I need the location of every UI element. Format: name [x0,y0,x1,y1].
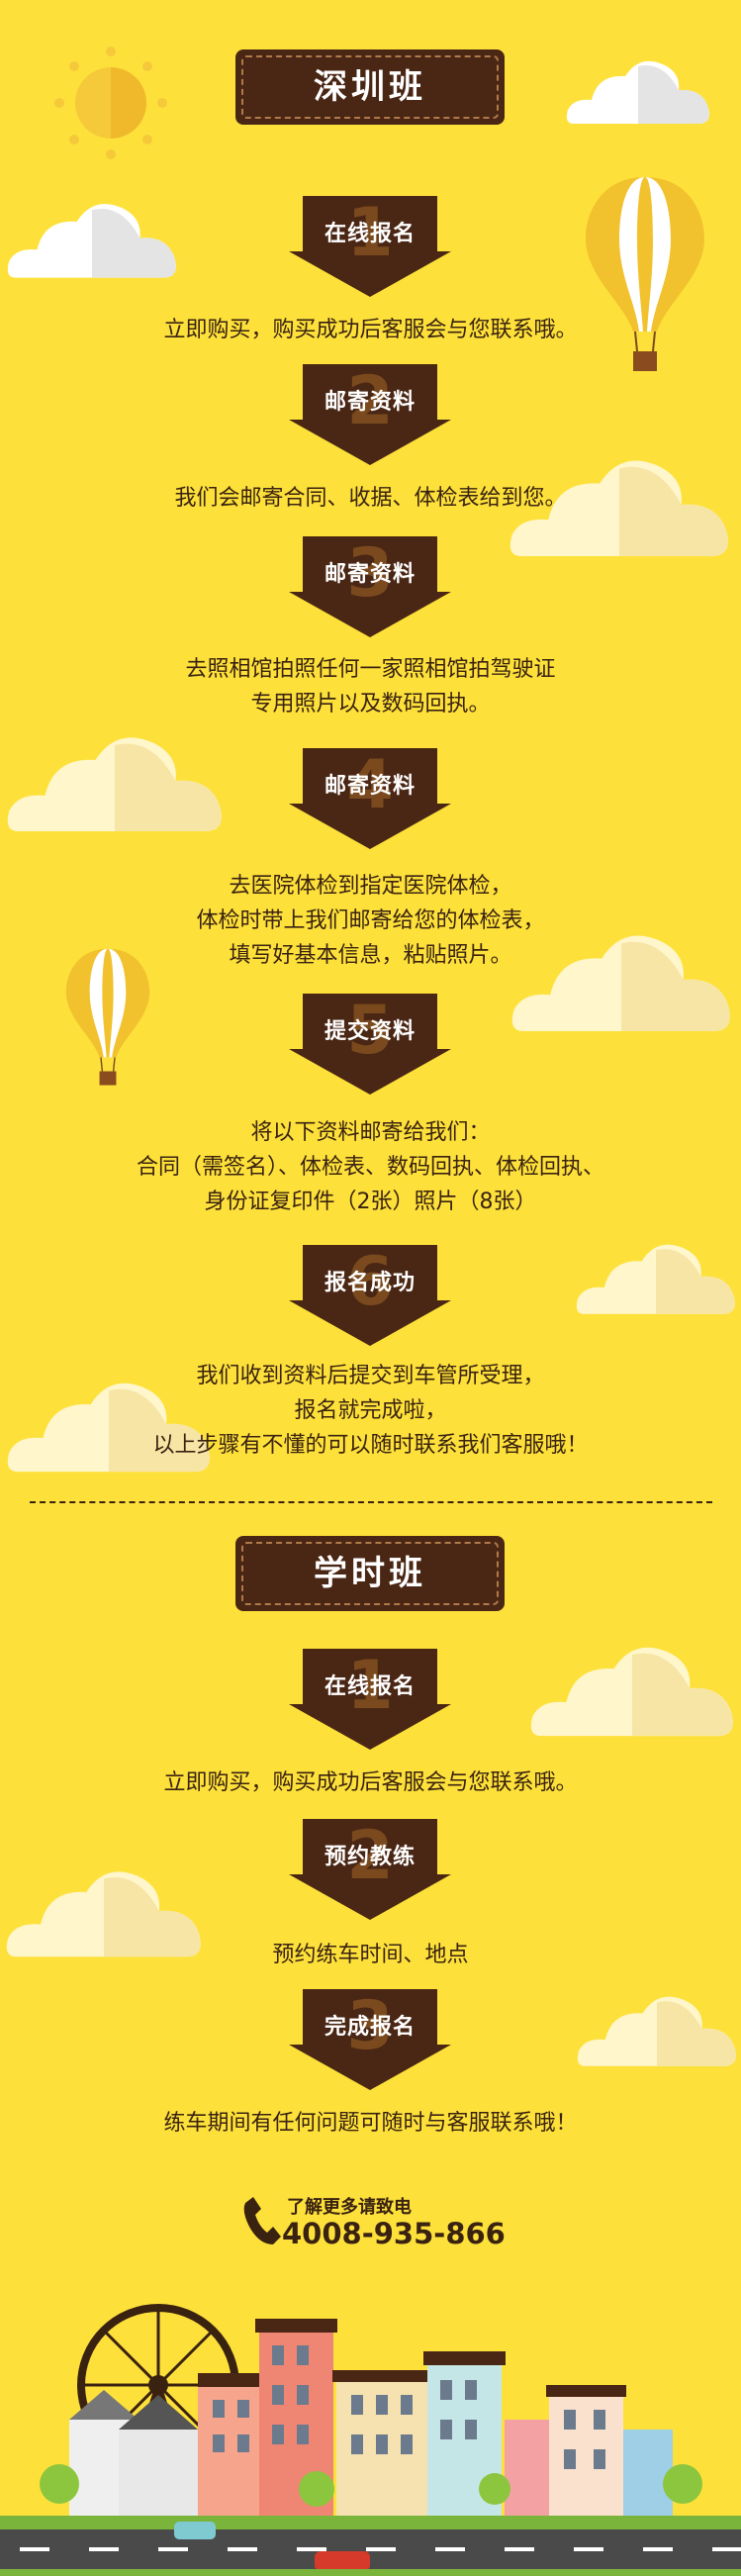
arrow-banner-icon [289,748,451,849]
step-label: 邮寄资料 [324,562,416,587]
step-number: 2 [346,362,394,440]
cloud-icon [7,204,176,278]
step-description: 我们收到资料后提交到车管所受理， 报名就完成啦， 以上步骤有不懂的可以随时联系我… [152,1364,589,1458]
cloud-icon [511,935,730,1031]
step-label: 提交资料 [324,1019,416,1044]
step-label: 在线报名 [324,1674,416,1699]
step-badge: 5 提交资料 [289,992,451,1095]
sun-icon [54,47,167,159]
step-number: 3 [346,534,394,613]
step-badge: 2 预约教练 [289,1817,451,1920]
hot-air-balloon-icon [586,177,704,371]
step-description: 我们会邮寄合同、收据、体检表给到您。 [174,486,567,511]
step-number: 3 [346,1987,394,2065]
cloud-icon [577,1996,736,2066]
cloud-icon [6,1871,201,1957]
step-label: 邮寄资料 [324,774,416,799]
section-divider [30,1501,712,1503]
arrow-banner-icon [289,994,451,1095]
cloud-icon [7,1383,210,1473]
step-number: 6 [346,1243,394,1321]
section-title: 学时班 [235,1536,505,1611]
step-label: 在线报名 [324,222,416,246]
step-number: 4 [346,746,394,824]
step-description: 去医院体检到指定医院体检， 体检时带上我们邮寄给您的体检表， 填写好基本信息，粘… [196,874,545,968]
step-description: 去照相馆拍照任何一家照相馆拍驾驶证 专用照片以及数码回执。 [185,657,556,716]
step-description: 练车期间有任何问题可随时与客服联系哦！ [163,2111,578,2136]
cloud-icon [509,460,728,556]
step-number: 5 [346,992,394,1070]
step-description: 立即购买，购买成功后客服会与您联系哦。 [163,1770,578,1795]
arrow-banner-icon [289,364,451,465]
cloud-icon [576,1244,735,1314]
contact-phone[interactable]: 4008-935-866 [282,2217,506,2250]
step-label: 邮寄资料 [324,390,416,415]
arrow-banner-icon [289,196,451,297]
contact-label: 了解更多请致电 [287,2197,412,2218]
city-illustration [0,2304,741,2576]
step-label: 预约教练 [324,1845,416,1869]
cloud-icon [530,1647,733,1737]
arrow-banner-icon [289,1989,451,2090]
step-label: 完成报名 [324,2015,416,2040]
arrow-banner-icon [289,1649,451,1750]
cloud-icon [566,60,709,124]
section-title: 深圳班 [235,49,505,125]
step-number: 1 [346,194,394,272]
hot-air-balloon-icon [65,948,150,1086]
cloud-icon [7,737,222,831]
step-label: 报名成功 [324,1271,416,1295]
step-badge: 2 邮寄资料 [289,362,451,465]
step-number: 1 [346,1647,394,1725]
step-description: 将以下资料邮寄给我们： 合同（需签名）、体检表、数码回执、体检回执、 身份证复印… [136,1120,604,1214]
step-badge: 4 邮寄资料 [289,746,451,849]
arrow-banner-icon [289,1819,451,1920]
step-number: 2 [346,1817,394,1895]
step-badge: 3 完成报名 [289,1987,451,2090]
step-badge: 1 在线报名 [289,194,451,297]
step-badge: 6 报名成功 [289,1243,451,1346]
step-description: 立即购买，购买成功后客服会与您联系哦。 [163,318,578,342]
arrow-banner-icon [289,536,451,637]
step-badge: 3 邮寄资料 [289,534,451,637]
phone-icon[interactable] [241,2195,281,2246]
step-description: 预约练车时间、地点 [272,1943,469,1967]
step-badge: 1 在线报名 [289,1647,451,1750]
arrow-banner-icon [289,1245,451,1346]
